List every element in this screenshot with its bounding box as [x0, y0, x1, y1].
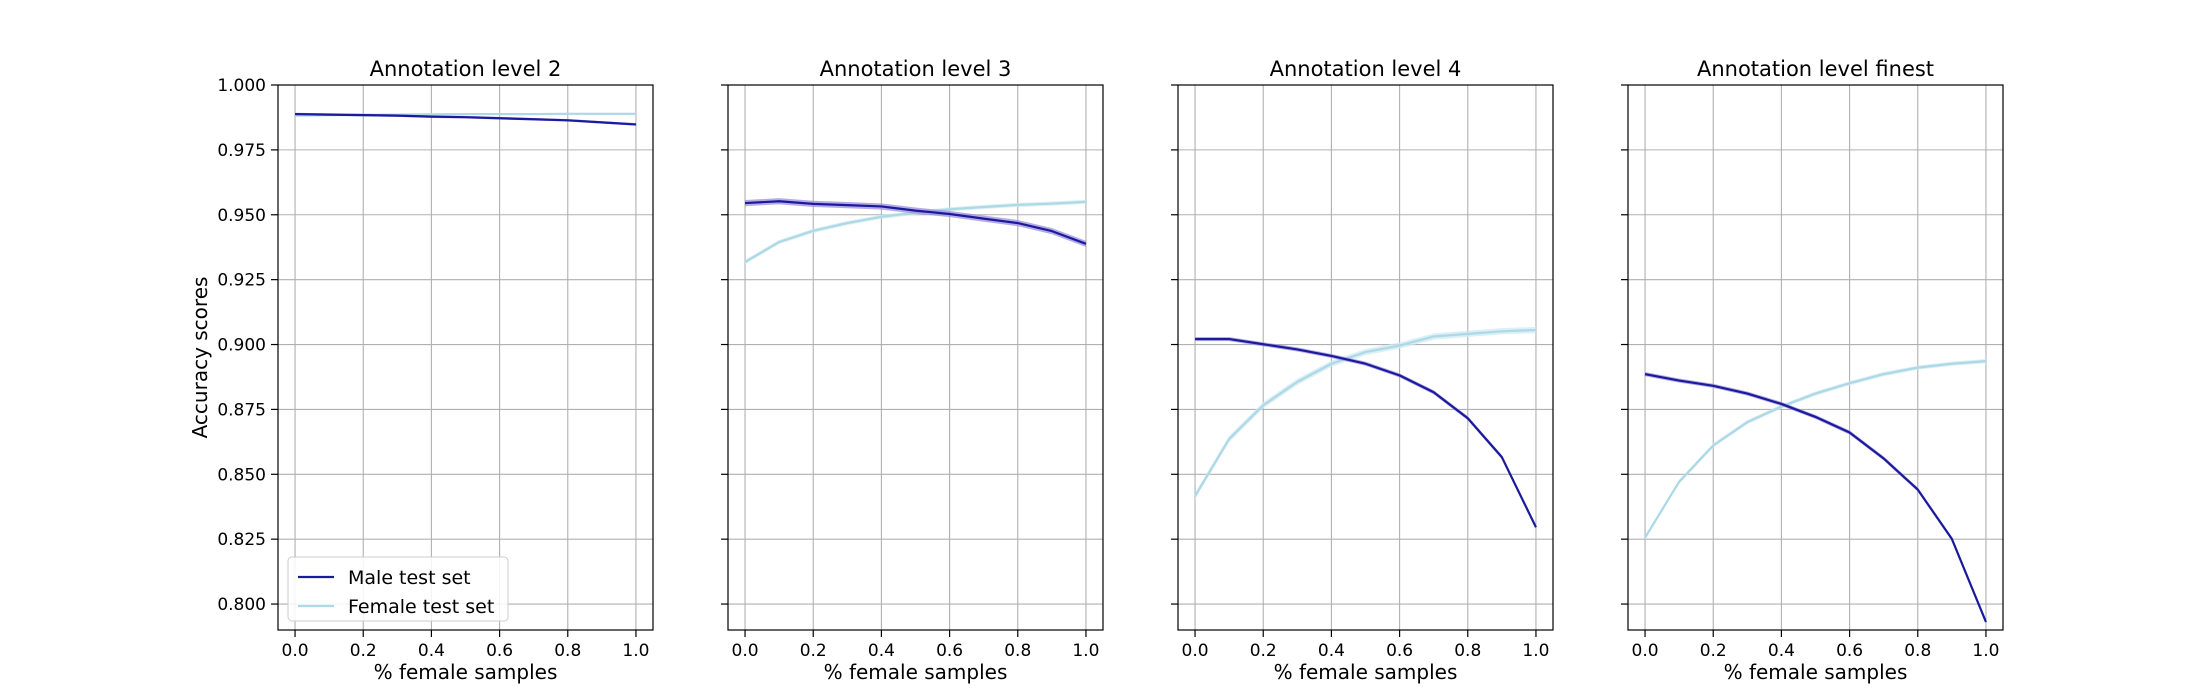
x-tick-label: 0.0 — [732, 641, 759, 661]
y-tick-label: 1.000 — [217, 76, 266, 96]
series-line-female — [1644, 360, 1987, 539]
x-tick-label: 0.2 — [350, 641, 377, 661]
x-tick-label: 0.8 — [1904, 641, 1931, 661]
series-line-female — [1194, 328, 1536, 497]
x-tick-label: 0.2 — [1700, 641, 1727, 661]
y-tick-label: 0.900 — [217, 336, 266, 356]
plot-frame — [1627, 84, 2004, 631]
x-tick-label: 0.2 — [1250, 641, 1277, 661]
x-tick-label: 0.4 — [1768, 641, 1795, 661]
x-tick-label: 0.0 — [1632, 641, 1659, 661]
x-tick-label: 1.0 — [1522, 641, 1549, 661]
legend-label: Male test set — [348, 567, 471, 589]
x-tick-label: 1.0 — [622, 641, 649, 661]
x-axis-label: % female samples — [824, 660, 1008, 684]
legend-label: Female test set — [348, 596, 494, 618]
series-line-male — [1195, 337, 1537, 528]
x-tick-label: 0.6 — [1836, 641, 1863, 661]
panel-title: Annotation level 2 — [370, 57, 562, 81]
confidence-band-female — [1645, 359, 1986, 540]
x-tick-label: 0.4 — [868, 641, 895, 661]
x-tick-label: 0.6 — [936, 641, 963, 661]
x-tick-label: 0.4 — [1318, 641, 1345, 661]
x-axis-label: % female samples — [1724, 660, 1908, 684]
x-tick-label: 0.6 — [1386, 641, 1413, 661]
confidence-band-male — [1195, 337, 1536, 530]
legend: Male test set Female test set — [287, 556, 509, 622]
x-tick-label: 0.8 — [554, 641, 581, 661]
series-line-male — [295, 112, 637, 126]
panel-4: 0.0 0.2 0.4 0.6 0.8 1.0 Annotation level fines… — [1621, 57, 2004, 684]
panel-title: Annotation level 3 — [820, 57, 1012, 81]
x-axis-label: % female samples — [1274, 660, 1458, 684]
panel-2: 0.0 0.2 0.4 0.6 0.8 1.0 Annotation level 3 % fe… — [721, 57, 1104, 684]
grid — [1178, 84, 1553, 630]
x-tick-label: 0.6 — [486, 641, 513, 661]
y-axis-label: Accuracy scores — [188, 277, 212, 439]
x-tick-label: 0.8 — [1004, 641, 1031, 661]
x-axis-label: % female samples — [374, 660, 558, 684]
plot-frame — [277, 84, 654, 631]
x-tick-label: 0.8 — [1454, 641, 1481, 661]
panel-title: Annotation level 4 — [1270, 57, 1462, 81]
x-tick-label: 0.0 — [282, 641, 309, 661]
grid — [278, 84, 653, 630]
x-tick-label: 1.0 — [1072, 641, 1099, 661]
y-tick-label: 0.850 — [217, 465, 266, 485]
y-tick-label: 0.975 — [217, 141, 266, 161]
y-tick-label: 0.925 — [217, 271, 266, 291]
y-tick-label: 0.800 — [217, 595, 266, 615]
legend-box — [287, 556, 509, 622]
series-line-male — [1644, 373, 1987, 623]
y-tick-label: 0.950 — [217, 206, 266, 226]
plot-frame — [1177, 84, 1554, 631]
y-tick-label: 0.825 — [217, 530, 266, 550]
grid — [1628, 84, 2003, 630]
panel-1: 0.0 0.2 0.4 0.6 0.8 1.0 0.800 0.825 0.850 0.875 0.… — [188, 57, 654, 684]
grid — [728, 84, 1103, 630]
x-tick-label: 1.0 — [1972, 641, 1999, 661]
series-line-male — [744, 200, 1087, 245]
x-tick-label: 0.0 — [1182, 641, 1209, 661]
panel-title: Annotation level finest — [1697, 57, 1934, 81]
panel-3: 0.0 0.2 0.4 0.6 0.8 1.0 Annotation level 4 % fe… — [1171, 57, 1554, 684]
plot-frame — [727, 84, 1104, 631]
y-tick-label: 0.875 — [217, 400, 266, 420]
x-tick-label: 0.2 — [800, 641, 827, 661]
x-tick-label: 0.4 — [418, 641, 445, 661]
